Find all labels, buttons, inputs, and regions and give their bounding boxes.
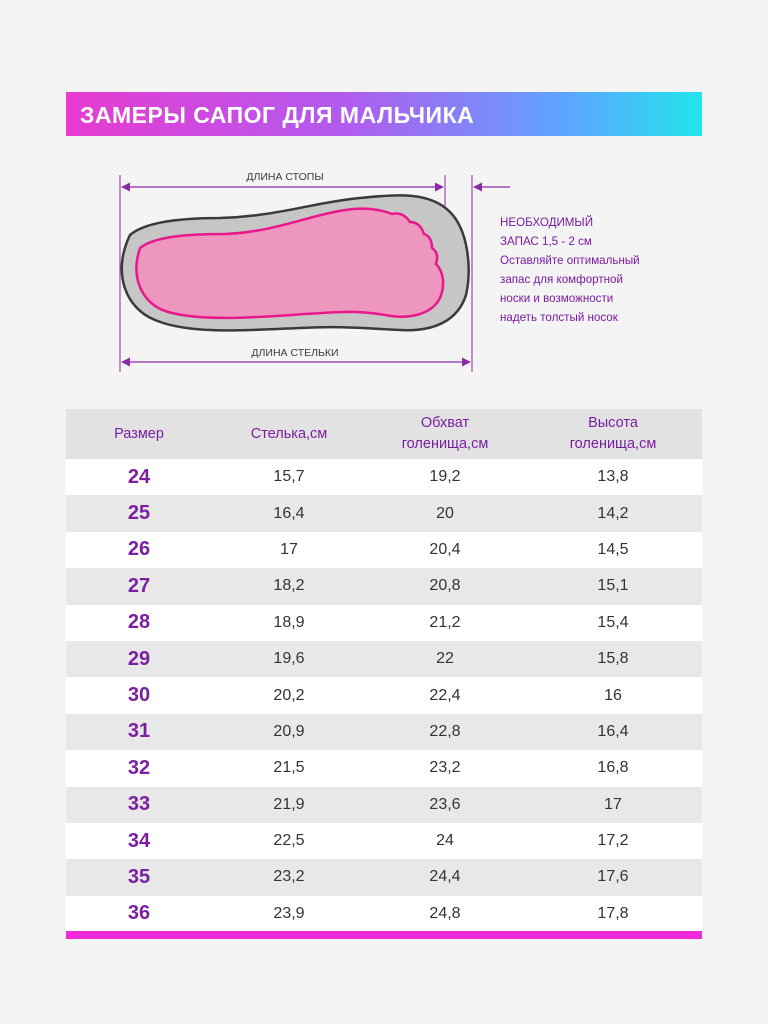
insole-cell: 17	[280, 540, 298, 558]
title-banner: ЗАМЕРЫ САПОГ ДЛЯ МАЛЬЧИКА	[66, 92, 702, 136]
table-row: 26 17 20,4 14,5	[66, 531, 702, 569]
note-line: носки и возможности	[500, 292, 614, 305]
insole-cell: 22,5	[273, 832, 305, 850]
shaft-height-cell: 14,2	[597, 504, 629, 522]
note-line: надеть толстый носок	[500, 311, 618, 324]
size-cell: 28	[127, 611, 151, 634]
shaft-girth-cell: 22,4	[429, 686, 461, 704]
note-line: Оставляйте оптимальный	[500, 254, 640, 267]
shaft-girth-cell: 22	[436, 650, 454, 668]
shaft-girth-cell: 23,2	[429, 759, 461, 777]
table-row: 36 23,9 24,8 17,8	[66, 895, 702, 933]
header-insole: Стелька,см	[250, 425, 328, 442]
page-title: ЗАМЕРЫ САПОГ ДЛЯ МАЛЬЧИКА	[80, 102, 475, 128]
insole-cell: 16,4	[273, 504, 305, 522]
size-cell: 27	[127, 574, 151, 597]
reserve-note: НЕОБХОДИМЫЙ ЗАПАС 1,5 - 2 см Оставляйте …	[500, 213, 675, 327]
shaft-height-cell: 16,8	[597, 759, 629, 777]
size-cell: 35	[127, 865, 151, 888]
insole-cell: 15,7	[273, 468, 305, 486]
shaft-height-cell: 17,2	[597, 832, 629, 850]
shaft-height-cell: 13,8	[597, 468, 629, 486]
shaft-girth-cell: 20,4	[429, 540, 461, 558]
note-line: ЗАПАС 1,5 - 2 см	[500, 235, 592, 248]
table-row: 31 20,9 22,8 16,4	[66, 713, 702, 751]
size-table: Размер Стелька,см Обхват голенища,см Выс…	[66, 409, 702, 933]
shaft-height-cell: 17,8	[597, 904, 629, 922]
shaft-height-cell: 15,4	[597, 613, 629, 631]
shaft-girth-cell: 24	[436, 832, 454, 850]
table-row: 32 21,5 23,2 16,8	[66, 750, 702, 787]
table-row: 34 22,5 24 17,2	[66, 822, 702, 860]
note-line: запас для комфортной	[500, 273, 623, 286]
table-row: 35 23,2 24,4 17,6	[66, 859, 702, 896]
foot-length-label: ДЛИНА СТОПЫ	[246, 171, 323, 183]
table-row: 29 19,6 22 15,8	[66, 640, 702, 678]
shaft-girth-cell: 20	[436, 504, 454, 522]
size-cell: 34	[127, 829, 151, 852]
insole-cell: 23,2	[273, 868, 305, 886]
insole-cell: 18,9	[273, 613, 305, 631]
table-row: 27 18,2 20,8 15,1	[66, 568, 702, 605]
table-row: 24 15,7 19,2 13,8	[66, 459, 702, 496]
header-size: Размер	[114, 425, 164, 442]
size-cell: 30	[127, 684, 151, 707]
insole-cell: 23,9	[273, 904, 305, 922]
size-cell: 32	[127, 756, 151, 779]
shaft-girth-cell: 20,8	[429, 577, 461, 595]
insole-diagram: ДЛИНА СТОПЫ ДЛИНА СТЕЛЬКИ	[119, 171, 510, 372]
size-cell: 24	[127, 465, 151, 488]
table-row: 25 16,4 20 14,2	[66, 495, 702, 532]
shaft-girth-cell: 21,2	[429, 613, 461, 631]
shaft-height-cell: 17,6	[597, 868, 629, 886]
bottom-accent-bar	[66, 931, 702, 939]
shaft-height-cell: 16,4	[597, 722, 629, 740]
insole-cell: 18,2	[273, 577, 305, 595]
table-row: 30 20,2 22,4 16	[66, 677, 702, 714]
table-header: Размер Стелька,см Обхват голенища,см Выс…	[66, 409, 702, 459]
insole-cell: 20,2	[273, 686, 305, 704]
size-cell: 25	[127, 502, 151, 525]
size-cell: 33	[127, 793, 151, 816]
table-body: 24 15,7 19,2 13,8 25 16,4 20 14,2 26 17 20,4 14,5 27…	[66, 459, 702, 933]
shaft-height-cell: 14,5	[597, 540, 629, 558]
size-cell: 29	[127, 647, 151, 670]
insole-cell: 20,9	[273, 722, 305, 740]
shaft-height-cell: 15,8	[597, 650, 629, 668]
shaft-girth-cell: 19,2	[429, 468, 461, 486]
shaft-height-cell: 16	[604, 686, 622, 704]
shaft-girth-cell: 23,6	[429, 795, 461, 813]
size-cell: 31	[127, 720, 151, 743]
header-shaft-height: Высота голенища,см	[569, 415, 657, 452]
shaft-girth-cell: 24,8	[429, 904, 461, 922]
shaft-height-cell: 17	[604, 795, 622, 813]
insole-cell: 19,6	[273, 650, 305, 668]
shaft-girth-cell: 22,8	[429, 722, 461, 740]
size-cell: 36	[127, 902, 151, 925]
foot-shape	[135, 207, 445, 320]
note-line: НЕОБХОДИМЫЙ	[500, 216, 594, 229]
insole-cell: 21,9	[273, 795, 305, 813]
insole-cell: 21,5	[273, 759, 305, 777]
header-shaft-girth: Обхват голенища,см	[401, 415, 489, 452]
insole-length-label: ДЛИНА СТЕЛЬКИ	[251, 347, 338, 359]
shaft-height-cell: 15,1	[597, 577, 629, 595]
size-cell: 26	[127, 538, 151, 561]
shaft-girth-cell: 24,4	[429, 868, 461, 886]
table-row: 33 21,9 23,6 17	[66, 786, 702, 823]
table-row: 28 18,9 21,2 15,4	[66, 604, 702, 641]
